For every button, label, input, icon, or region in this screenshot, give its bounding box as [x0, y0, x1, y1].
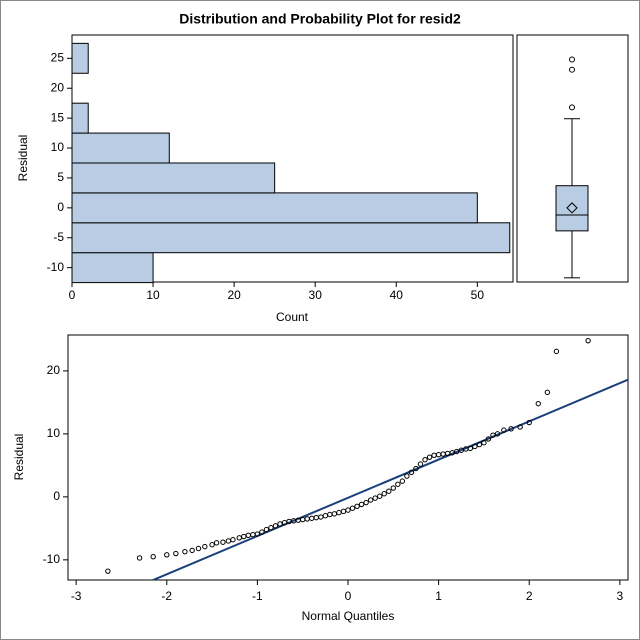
x-tick-label: -3 [71, 589, 82, 603]
x-axis-title: Count [276, 310, 309, 324]
y-axis-title: Residual [12, 434, 26, 481]
box-frame [516, 34, 629, 283]
point [213, 540, 220, 546]
point [526, 419, 532, 426]
point [254, 531, 261, 537]
y-tick-label: 10 [51, 140, 65, 154]
x-tick-label: 0 [69, 288, 76, 302]
point [585, 337, 591, 344]
x-tick-label: 1 [435, 589, 442, 603]
outlier [569, 66, 575, 73]
point [485, 436, 492, 442]
point [220, 539, 226, 545]
x-tick-label: 3 [617, 589, 624, 603]
outlier [569, 104, 575, 111]
y-tick-label: 20 [51, 80, 65, 94]
bar [71, 132, 170, 164]
bar [71, 252, 154, 284]
x-tick-label: -2 [161, 589, 172, 603]
bar [71, 162, 276, 194]
point [413, 465, 419, 472]
point [508, 426, 514, 432]
point [481, 439, 487, 446]
point [195, 545, 202, 552]
x-tick-label: 40 [390, 288, 404, 302]
x-tick-label: 20 [227, 288, 241, 302]
chart-title: Distribution and Probability Plot for re… [179, 11, 461, 27]
x-tick-label: 2 [526, 589, 533, 603]
point [363, 499, 369, 506]
point [535, 400, 541, 407]
y-tick-label: -5 [53, 230, 64, 244]
bar [71, 102, 89, 134]
x-axis-title: Normal Quantiles [302, 609, 395, 623]
point [467, 445, 474, 452]
y-tick-label: 10 [47, 426, 61, 440]
point [553, 348, 560, 355]
point [404, 473, 410, 479]
box [555, 185, 589, 232]
point [372, 495, 378, 501]
point [377, 493, 383, 499]
point [501, 427, 507, 433]
y-tick-label: -10 [43, 552, 61, 566]
bar [71, 222, 511, 254]
point [230, 536, 236, 543]
point [417, 461, 424, 467]
bar [71, 42, 89, 74]
point [399, 478, 406, 484]
x-tick-label: -1 [252, 589, 263, 603]
point [150, 553, 156, 560]
reference-line [150, 378, 628, 580]
point [209, 542, 215, 548]
point [105, 568, 111, 574]
bar [71, 192, 478, 224]
y-tick-label: 5 [57, 170, 64, 184]
x-tick-label: 30 [309, 288, 323, 302]
point [358, 501, 365, 508]
point [386, 488, 392, 494]
point [268, 525, 274, 531]
point [272, 523, 279, 529]
point [494, 431, 501, 437]
point [349, 505, 356, 511]
point [395, 481, 401, 487]
point [381, 491, 387, 497]
outlier [569, 56, 575, 63]
point [202, 543, 208, 550]
y-tick-label: 20 [47, 363, 61, 377]
point [426, 454, 433, 460]
point [354, 503, 360, 510]
x-tick-label: 0 [345, 589, 352, 603]
point [182, 548, 188, 555]
y-tick-label: 0 [57, 200, 64, 214]
point [517, 424, 523, 430]
point [164, 552, 170, 558]
point [476, 441, 483, 448]
y-axis-title: Residual [16, 135, 30, 182]
y-tick-label: -10 [47, 260, 65, 274]
x-tick-label: 50 [471, 288, 485, 302]
x-tick-label: 10 [146, 288, 160, 302]
point [136, 555, 143, 561]
point [390, 485, 397, 491]
point [189, 547, 195, 554]
point [367, 497, 374, 503]
point [472, 443, 478, 450]
point [422, 457, 428, 463]
y-tick-label: 25 [51, 50, 65, 64]
point [408, 469, 415, 476]
point [173, 550, 179, 557]
point [259, 529, 265, 535]
y-tick-label: 15 [51, 110, 65, 124]
mean [566, 202, 578, 214]
point [345, 507, 351, 513]
point [544, 389, 551, 396]
y-tick-label: 0 [53, 489, 60, 503]
point [263, 526, 270, 533]
